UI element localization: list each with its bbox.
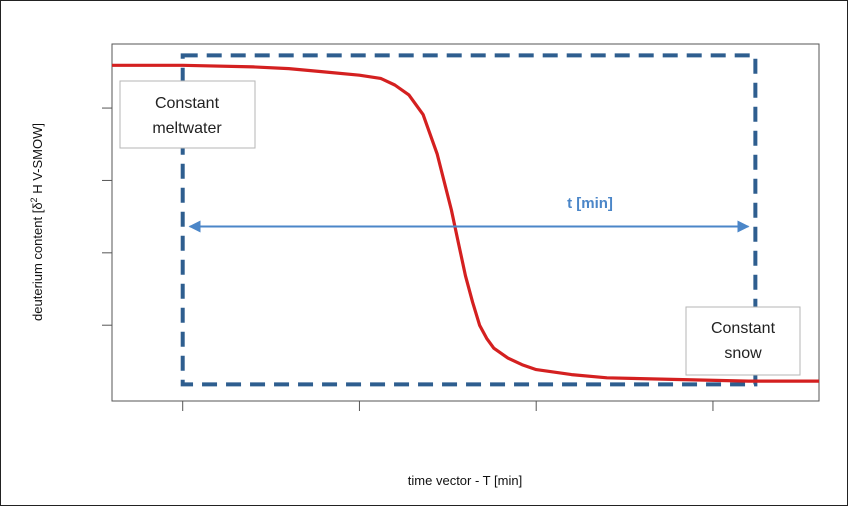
y-axis-ticks bbox=[102, 107, 112, 326]
x-axis-label: time vector - T [min] bbox=[408, 473, 522, 488]
annotation-snow-line-2: snow bbox=[724, 345, 762, 362]
dashed-window-box bbox=[180, 53, 758, 387]
y-axis-label: deuterium content [δ2 H V-SMOW] bbox=[29, 123, 45, 321]
annotation-meltwater-line-1: Constant bbox=[155, 95, 220, 112]
y-axis-label-rest: H V-SMOW] bbox=[30, 123, 45, 197]
x-axis-ticks bbox=[182, 401, 714, 411]
y-axis-label-main: deuterium content [δ bbox=[30, 202, 45, 321]
annotation-constant-snow: Constant snow bbox=[685, 306, 801, 376]
y-axis-label-superscript: 2 bbox=[29, 197, 39, 202]
annotation-snow-line-1: Constant bbox=[711, 320, 776, 337]
annotation-constant-meltwater: Constant meltwater bbox=[119, 80, 256, 149]
arrow-label-t: t [min] bbox=[567, 195, 613, 212]
plot-area-frame bbox=[111, 43, 820, 402]
annotation-meltwater-line-2: meltwater bbox=[152, 120, 222, 137]
series-line-deuterium bbox=[112, 63, 819, 383]
